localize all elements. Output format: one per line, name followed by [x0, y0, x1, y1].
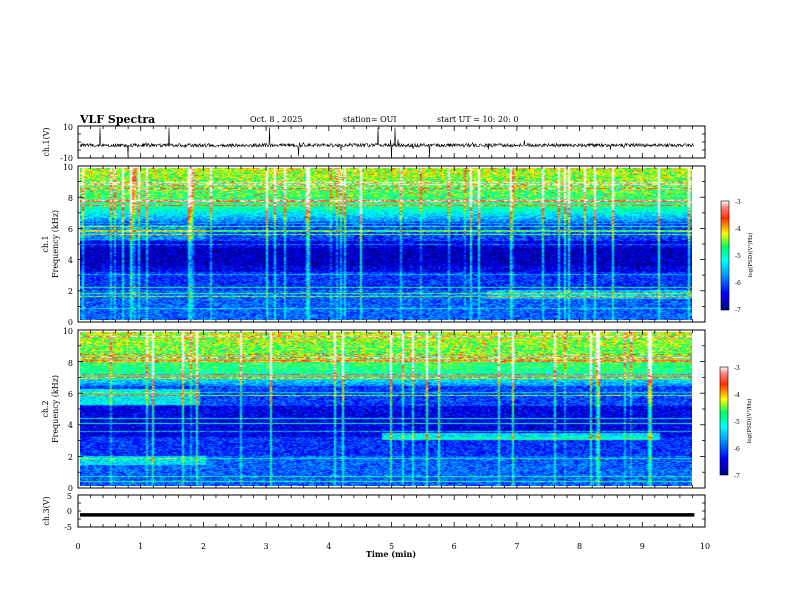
- ch2-ytick-4: 4: [68, 421, 73, 430]
- x-axis-tick-labels: 0 1 2 3 4 5 6 7 8 9 10: [75, 542, 710, 551]
- ch3-ytick-5: 5: [67, 492, 72, 501]
- ch1-ytick-4: 4: [68, 256, 73, 265]
- x-tick-label: 0: [75, 542, 80, 551]
- ch1-waveform-ylabel: ch.1(V): [42, 127, 51, 156]
- ch2-ytick-6: 6: [68, 390, 73, 399]
- ch1-ytick-top: 10: [63, 123, 73, 132]
- ch1-colorbar: -3 -4 -5 -6 -7 log(PSD)(V²/Hz): [720, 199, 754, 314]
- ch1-ytick-10: 10: [63, 163, 73, 172]
- x-axis-label: Time (min): [366, 549, 416, 559]
- ch3-ytick-0: 0: [67, 507, 72, 516]
- ch1-colorbar-tick-m3: -3: [735, 199, 741, 206]
- ch2-colorbar-tick-m3: -3: [734, 365, 740, 372]
- station-label: station= OUI: [343, 115, 397, 124]
- ch1-colorbar-tick-m6: -6: [735, 280, 741, 287]
- ch2-ytick-2: 2: [68, 453, 73, 462]
- ch1-colorbar-tick-m7: -7: [735, 307, 741, 314]
- ch1-spectrogram-heatmap: [80, 168, 692, 320]
- ch2-spectrogram-ylabel-channel: ch.2: [41, 400, 50, 417]
- x-tick-label: 10: [700, 542, 710, 551]
- ch3-waveform-ylabel: ch.3(V): [42, 496, 51, 525]
- ch1-waveform-trace: [79, 127, 695, 157]
- axis-tick-marks: [77, 125, 706, 528]
- x-tick-label: 5: [389, 542, 394, 551]
- ch2-colorbar-gradient: [719, 366, 729, 476]
- ch3-waveform-panel: 5 0 -5 ch.3(V): [42, 492, 706, 532]
- ch1-colorbar-gradient: [720, 200, 730, 311]
- ch1-ytick-2: 2: [68, 287, 73, 296]
- ch2-colorbar-label: log(PSD)(V²/Hz): [746, 399, 753, 444]
- ch1-ytick-0: 0: [68, 318, 73, 327]
- x-tick-label: 7: [514, 542, 519, 551]
- ch2-ytick-10: 10: [63, 327, 73, 336]
- ch2-colorbar-tick-m7: -7: [734, 473, 740, 480]
- ch2-colorbar-tick-m4: -4: [734, 392, 740, 399]
- x-tick-label: 3: [264, 542, 269, 551]
- ch2-colorbar: -3 -4 -5 -6 -7 log(PSD)(V²/Hz): [719, 365, 753, 480]
- x-tick-label: 2: [201, 542, 206, 551]
- ch1-ytick-8: 8: [68, 194, 73, 203]
- ch2-colorbar-tick-m5: -5: [734, 419, 740, 426]
- ch2-spectrogram-ylabel-frequency: Frequency (kHz): [51, 375, 60, 443]
- ch1-colorbar-label: log(PSD)(V²/Hz): [747, 233, 754, 278]
- date-label: Oct. 8 , 2025: [250, 115, 302, 124]
- figure-title: VLF Spectra: [79, 113, 155, 126]
- x-tick-label: 6: [452, 542, 457, 551]
- ch2-colorbar-tick-m6: -6: [734, 446, 740, 453]
- ch1-waveform-panel: 10 -10 ch.1(V): [42, 123, 706, 163]
- x-tick-label: 8: [577, 542, 582, 551]
- ch1-colorbar-tick-m4: -4: [735, 226, 741, 233]
- ch2-spectrogram-heatmap: [80, 332, 692, 486]
- ch1-ytick-6: 6: [68, 225, 73, 234]
- x-tick-label: 1: [138, 542, 143, 551]
- ch1-spectrogram-ylabel-frequency: Frequency (kHz): [51, 210, 60, 278]
- x-tick-label: 4: [326, 542, 331, 551]
- start-ut-label: start UT = 10: 20: 0: [437, 115, 518, 124]
- ch3-ytick-minus5: -5: [64, 523, 72, 532]
- ch1-colorbar-tick-m5: -5: [735, 253, 741, 260]
- ch1-spectrogram-panel: 10 8 6 4 2 0 ch.1 Frequency (kHz): [41, 163, 706, 327]
- ch2-spectrogram-panel: 10 8 6 4 2 0 ch.2 Frequency (kHz): [41, 327, 706, 493]
- ch1-spectrogram-ylabel-channel: ch.1: [41, 235, 50, 252]
- ch2-ytick-0: 0: [68, 484, 73, 493]
- ch2-ytick-8: 8: [68, 359, 73, 368]
- x-tick-label: 9: [640, 542, 645, 551]
- ch1-ytick-bottom: -10: [60, 154, 73, 163]
